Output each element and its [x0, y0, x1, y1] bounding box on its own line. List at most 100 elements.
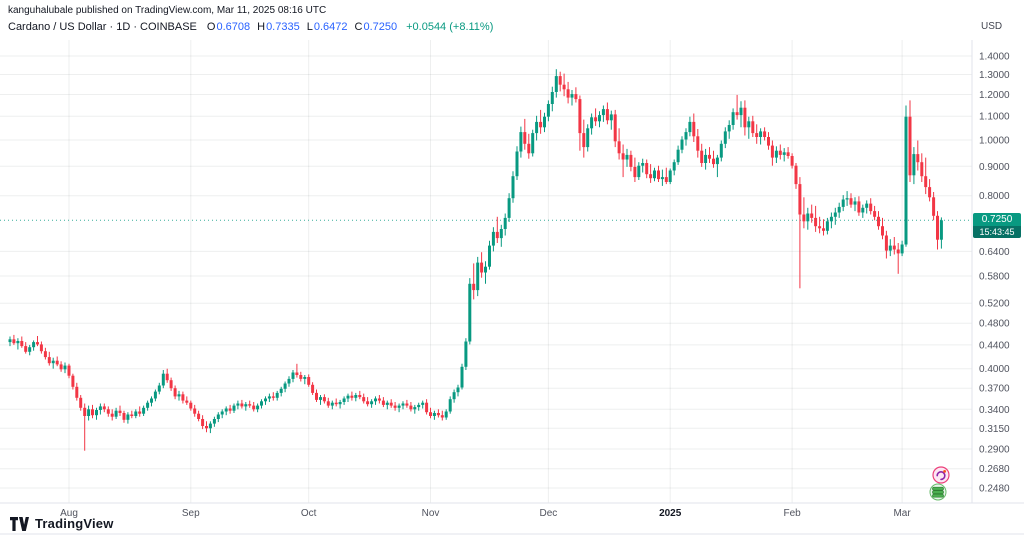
candle-body [566, 89, 570, 98]
candle-body [743, 107, 747, 128]
candle-body [598, 115, 601, 122]
time-tick-label: Dec [540, 508, 558, 519]
candle-body [377, 398, 381, 401]
candle-body [578, 99, 582, 134]
candle-body [590, 117, 594, 129]
candle-body [161, 373, 165, 386]
candle-body [680, 139, 684, 150]
candle-body [114, 410, 118, 417]
candle-body [212, 419, 216, 424]
candle-body [896, 249, 900, 254]
price-tick-label: 0.4000 [979, 364, 1010, 375]
candle-body [900, 244, 904, 254]
candle-body [71, 375, 75, 387]
candle-body [256, 405, 260, 410]
candle-body [342, 398, 346, 402]
candle-body [778, 150, 782, 155]
candle-body [763, 131, 767, 137]
tradingview-branding[interactable]: TradingView [10, 516, 114, 531]
high-value: 0.7335 [266, 21, 300, 33]
candle-body [201, 419, 205, 426]
candle-body [409, 405, 413, 410]
candle-body [755, 133, 759, 137]
price-tick-label: 0.6400 [979, 247, 1010, 258]
candle-body [374, 398, 377, 402]
price-tick-label: 0.3700 [979, 384, 1010, 395]
candle-body [43, 351, 47, 358]
candle-body [837, 206, 841, 213]
candle-body [723, 131, 727, 144]
candle-body [232, 405, 236, 411]
candle-body [393, 405, 397, 408]
candle-body [295, 372, 299, 375]
candle-body [157, 385, 161, 392]
candle-body [484, 266, 487, 273]
candle-body [881, 226, 884, 236]
candle-body [759, 131, 763, 137]
candle-body [267, 396, 271, 399]
candle-body [515, 151, 519, 177]
candle-body [177, 394, 181, 397]
candle-body [633, 166, 637, 178]
candle-body [582, 133, 586, 148]
close-label: C [354, 21, 363, 33]
last-price: 0.7250 [973, 213, 1021, 226]
candle-body [358, 395, 362, 398]
candle-body [381, 400, 385, 405]
candle-body [664, 177, 668, 182]
candle-body [425, 402, 429, 413]
candle-body [59, 364, 63, 370]
candle-body [637, 165, 641, 178]
candle-body [822, 228, 825, 231]
candle-body [523, 132, 527, 144]
candle-body [240, 403, 244, 407]
candle-body [472, 283, 476, 291]
candle-body [519, 132, 523, 152]
time-tick-label: Nov [422, 508, 440, 519]
candle-body [531, 133, 535, 154]
candle-body [12, 339, 16, 344]
candle-body [79, 397, 83, 408]
candle-body [126, 414, 130, 420]
candle-body [928, 187, 932, 198]
candle-body [417, 404, 421, 408]
candle-body [861, 207, 865, 213]
candle-body [888, 245, 892, 251]
symbol-title[interactable]: Cardano / US Dollar · 1D · COINBASE [8, 21, 197, 33]
candle-body [932, 197, 936, 216]
candle-body [16, 341, 20, 344]
candle-body [845, 198, 849, 200]
price-tick-label: 0.5800 [979, 272, 1010, 283]
close-value: 0.7250 [363, 21, 398, 33]
candle-body [668, 170, 672, 182]
candle-body [405, 403, 409, 406]
candle-body [936, 215, 939, 240]
candle-body [657, 170, 660, 180]
candle-body [181, 394, 185, 401]
candle-body [594, 117, 598, 122]
candle-body [873, 211, 877, 217]
candle-body [397, 405, 401, 408]
candle-body [700, 150, 704, 163]
candle-body [444, 411, 448, 418]
candle-body [67, 365, 71, 376]
candle-body [350, 395, 354, 398]
candle-body [601, 109, 605, 116]
candle-body [535, 121, 539, 134]
candle-body [55, 360, 59, 365]
candle-body [476, 262, 480, 291]
tradingview-wordmark: TradingView [35, 516, 114, 531]
candle-body [220, 411, 224, 415]
price-tick-label: 1.0000 [979, 136, 1010, 147]
candle-body [488, 245, 491, 267]
candle-body [841, 199, 845, 207]
price-tick-label: 0.3150 [979, 424, 1010, 435]
candle-body [570, 94, 574, 98]
candle-body [464, 341, 468, 367]
last-price-badge: 0.7250 15:43:45 [973, 213, 1021, 238]
candle-body [825, 221, 829, 231]
candle-body [692, 121, 696, 137]
candle-body [264, 398, 267, 402]
candle-body [118, 410, 122, 413]
